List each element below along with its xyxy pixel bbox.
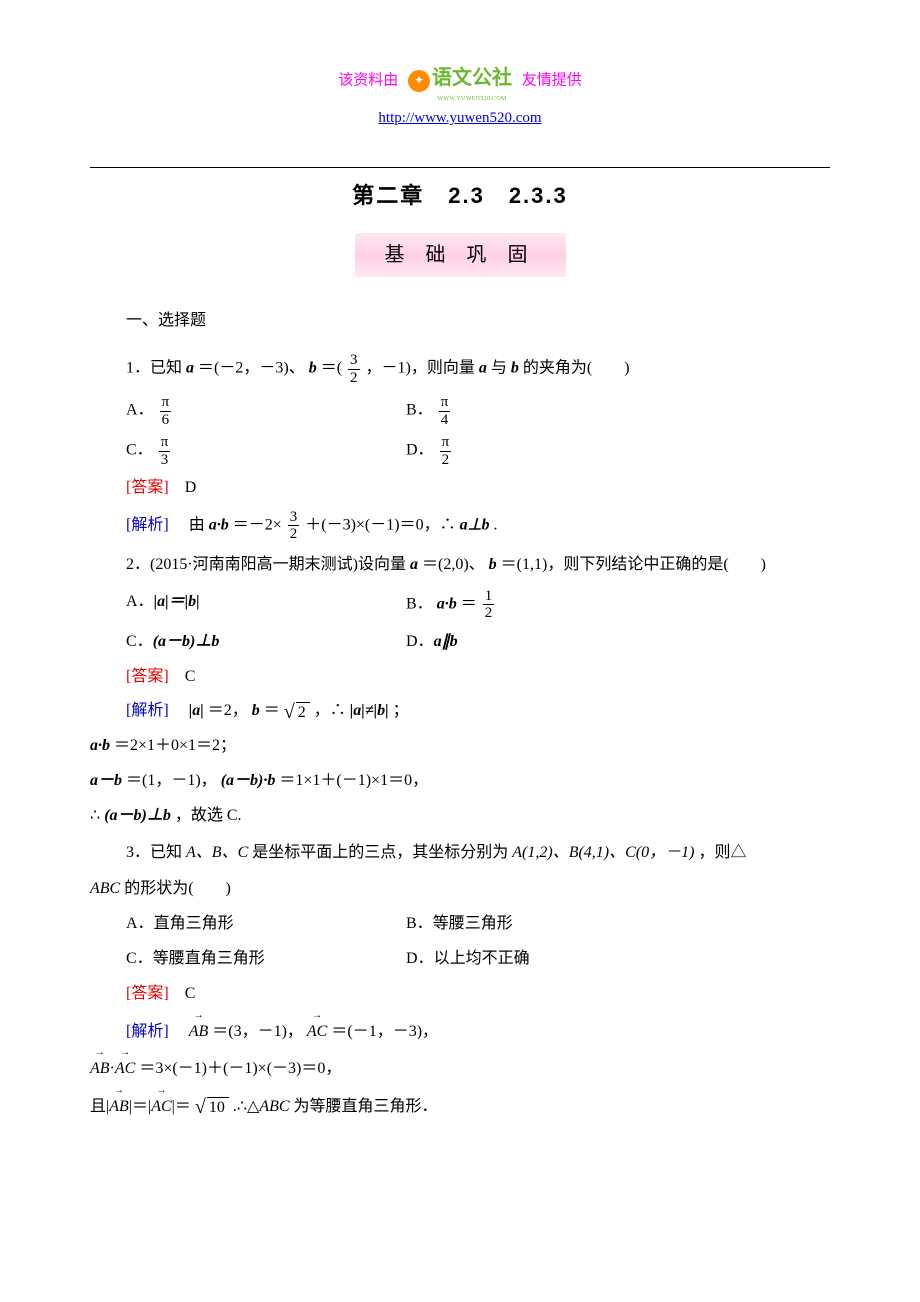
q1-eq1: ＝(－2，－3)、 (198, 360, 305, 377)
divider (90, 167, 830, 168)
q3-options-2: C．等腰直角三角形 D．以上均不正确 (126, 945, 830, 974)
q1-tail: 的夹角为( ) (523, 360, 630, 377)
analysis-label: [解析] (126, 517, 169, 534)
q1-pre: 1．已知 (126, 360, 182, 377)
vec-AB: AB (189, 1015, 209, 1047)
q1-analysis: [解析] 由 a·b ＝－2× 32 ＋(－3)×(－1)＝0，∴ a⊥b . (126, 509, 830, 543)
logo-sub: WWW.YUWEN520.COM (432, 96, 512, 102)
q1-optC: C． π3 (126, 434, 406, 468)
section-1-heading: 一、选择题 (126, 307, 830, 336)
q2-analysis-4: ∴ (a－b)⊥b ，故选 C. (90, 802, 830, 831)
header: 该资料由 ✦ 语文公社 WWW.YUWEN520.COM 友情提供 http:/… (90, 60, 830, 133)
url-link[interactable]: http://www.yuwen520.com (378, 110, 541, 126)
q1-optB: B． π4 (406, 394, 666, 428)
q1-answer: [答案] D (126, 474, 830, 503)
vec-a: a (186, 360, 194, 377)
page: 该资料由 ✦ 语文公社 WWW.YUWEN520.COM 友情提供 http:/… (0, 0, 920, 1168)
q1-optD: D． π2 (406, 434, 666, 468)
vec-a2: a (479, 360, 487, 377)
sqrt-2: √2 (284, 702, 310, 722)
q3-options-1: A．直角三角形 B．等腰三角形 (126, 910, 830, 939)
q3-analysis-2: AB·AC ＝3×(－1)＋(－1)×(－3)＝0， (90, 1052, 830, 1084)
q2-options-2: C．(a－b)⊥b D．a∥b (126, 628, 830, 657)
vec-b2: b (511, 360, 519, 377)
frac-3-2: 3 2 (348, 352, 360, 386)
banner-wrap: 基 础 巩 固 (90, 233, 830, 277)
resource-prefix: 该资料由 (338, 72, 398, 88)
q3-optD: D．以上均不正确 (406, 945, 666, 974)
q3-optB: B．等腰三角形 (406, 910, 666, 939)
q3-analysis-1: [解析] AB ＝(3，－1)， AC ＝(－1，－3)， (126, 1015, 830, 1047)
q1-options-1: A． π6 B． π4 (126, 394, 830, 428)
q3-optC: C．等腰直角三角形 (126, 945, 406, 974)
q1-options-2: C． π3 D． π2 (126, 434, 830, 468)
vec-AC: AC (307, 1015, 327, 1047)
resource-line: 该资料由 ✦ 语文公社 WWW.YUWEN520.COM 友情提供 (90, 60, 830, 102)
q2-optC: C．(a－b)⊥b (126, 628, 406, 657)
banner: 基 础 巩 固 (355, 233, 566, 277)
logo-main: 语文公社 (432, 67, 512, 89)
sqrt-10: √10 (195, 1097, 229, 1117)
q2-analysis-3: a－b ＝(1，－1)， (a－b)·b ＝1×1＋(－1)×1＝0， (90, 767, 830, 796)
resource-suffix: 友情提供 (522, 72, 582, 88)
q3-answer: [答案] C (126, 980, 830, 1009)
q2-optD: D．a∥b (406, 628, 666, 657)
q3-stem-line2: ABC 的形状为( ) (90, 875, 830, 904)
q1-ans: D (185, 479, 197, 496)
logo-icon: ✦ (408, 70, 430, 92)
logo-text: 语文公社 WWW.YUWEN520.COM (432, 60, 512, 102)
q1-eq2: ＝( (321, 360, 342, 377)
q1-eq3: ，－1)，则向量 (366, 360, 475, 377)
q3-stem: 3．已知 A、B、C 是坐标平面上的三点，其坐标分别为 A(1,2)、B(4,1… (126, 839, 830, 868)
q2-analysis-2: a·b ＝2×1＋0×1＝2； (90, 732, 830, 761)
vec-b: b (309, 360, 317, 377)
q1-stem: 1．已知 a ＝(－2，－3)、 b ＝( 3 2 ，－1)，则向量 a 与 b… (126, 352, 830, 386)
q2-optB: B． a·b ＝ 12 (406, 588, 666, 622)
q2-answer: [答案] C (126, 663, 830, 692)
chapter-title: 第二章 2.3 2.3.3 (90, 176, 830, 216)
q2-analysis-1: [解析] |a| ＝2， b ＝ √2 ，∴ |a|≠|b| ； (126, 697, 830, 726)
url-line-wrap: http://www.yuwen520.com (90, 104, 830, 133)
q3-analysis-3: 且|AB|＝|AC|＝ √10 .∴△ABC 为等腰直角三角形． (90, 1090, 830, 1122)
answer-label: [答案] (126, 479, 169, 496)
q1-with: 与 (491, 360, 507, 377)
q2-stem: 2．(2015·河南南阳高一期末测试)设向量 a ＝(2,0)、 b ＝(1,1… (126, 551, 830, 580)
q1-optA: A． π6 (126, 394, 406, 428)
q3-optA: A．直角三角形 (126, 910, 406, 939)
q2-optA: A．|a|＝|b| (126, 588, 406, 622)
q2-options-1: A．|a|＝|b| B． a·b ＝ 12 (126, 588, 830, 622)
logo: ✦ 语文公社 WWW.YUWEN520.COM (408, 60, 512, 102)
